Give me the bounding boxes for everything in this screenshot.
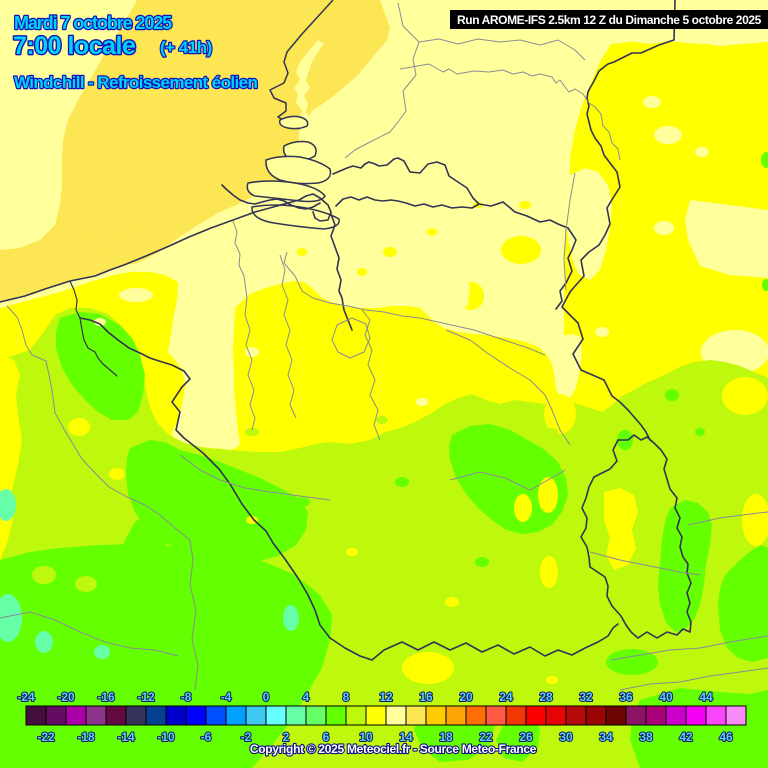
svg-text:-20: -20 [57,690,75,704]
svg-text:24: 24 [499,690,513,704]
svg-text:10: 10 [359,730,373,744]
svg-text:6: 6 [323,730,330,744]
svg-text:14: 14 [399,730,413,744]
svg-text:7:00 locale: 7:00 locale [13,32,136,60]
svg-text:18: 18 [439,730,453,744]
svg-text:22: 22 [479,730,493,744]
svg-text:-18: -18 [77,730,95,744]
svg-text:Copyright © 2025 Meteociel.fr: Copyright © 2025 Meteociel.fr - Source M… [250,742,537,756]
svg-text:32: 32 [579,690,593,704]
svg-text:16: 16 [419,690,433,704]
svg-text:36: 36 [619,690,633,704]
svg-text:38: 38 [639,730,653,744]
svg-text:20: 20 [459,690,473,704]
svg-text:12: 12 [379,690,393,704]
svg-text:26: 26 [519,730,533,744]
svg-text:-12: -12 [137,690,155,704]
svg-text:-22: -22 [37,730,55,744]
svg-text:46: 46 [719,730,733,744]
svg-text:28: 28 [539,690,553,704]
svg-text:34: 34 [599,730,613,744]
svg-text:4: 4 [303,690,310,704]
svg-text:Windchill - Refroissement éoli: Windchill - Refroissement éolien [14,73,257,92]
svg-text:Run AROME-IFS 2.5km 12 Z du Di: Run AROME-IFS 2.5km 12 Z du Dimanche 5 o… [457,13,762,27]
svg-text:(+ 41h): (+ 41h) [160,38,212,57]
svg-text:40: 40 [659,690,673,704]
svg-text:0: 0 [263,690,270,704]
svg-text:Mardi 7 octobre 2025: Mardi 7 octobre 2025 [14,13,172,33]
svg-text:44: 44 [699,690,713,704]
svg-text:-4: -4 [221,690,232,704]
svg-text:-14: -14 [117,730,135,744]
svg-text:-2: -2 [241,730,252,744]
svg-text:-10: -10 [157,730,175,744]
svg-text:8: 8 [343,690,350,704]
svg-text:30: 30 [559,730,573,744]
svg-text:-8: -8 [181,690,192,704]
svg-text:2: 2 [283,730,290,744]
svg-text:-24: -24 [17,690,35,704]
svg-text:-16: -16 [97,690,115,704]
svg-text:-6: -6 [201,730,212,744]
svg-text:42: 42 [679,730,693,744]
